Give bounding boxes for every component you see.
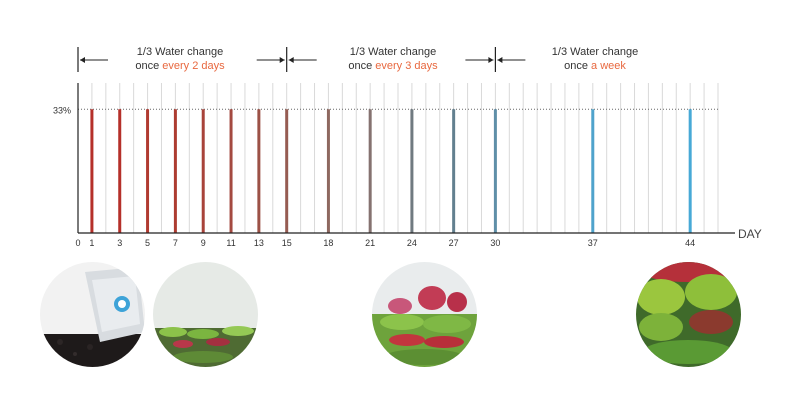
x-axis-label: DAY xyxy=(738,227,762,241)
x-tick-label: 21 xyxy=(365,238,375,248)
phase-3-prefix: once xyxy=(564,60,592,72)
bar-day-7 xyxy=(173,109,177,233)
x-tick-label: 24 xyxy=(407,238,417,248)
x-tick-label: 37 xyxy=(588,238,598,248)
arrow-phase-2-start-head xyxy=(288,57,294,63)
x-tick-label: 13 xyxy=(254,238,264,248)
x-tick-label: 30 xyxy=(490,238,500,248)
bar-day-30 xyxy=(493,109,497,233)
growing-plants-photo xyxy=(372,262,477,367)
bar-day-13 xyxy=(257,109,261,233)
bar-day-18 xyxy=(326,109,330,233)
phase-2-title: 1/3 Water change xyxy=(349,46,437,58)
x-tick-label: 18 xyxy=(323,238,333,248)
phase-3-title: 1/3 Water change xyxy=(551,46,639,58)
x-tick-label: 27 xyxy=(449,238,459,248)
bar-day-24 xyxy=(410,109,414,233)
bar-day-1 xyxy=(90,109,94,233)
phase-1-prefix: once xyxy=(135,60,163,72)
x-tick-label: 15 xyxy=(282,238,292,248)
x-tick-label: 3 xyxy=(117,238,122,248)
x-tick-label: 9 xyxy=(201,238,206,248)
bar-day-37 xyxy=(591,109,595,233)
arrow-phase-1-start-head xyxy=(80,57,85,63)
bar-day-44 xyxy=(688,109,692,233)
phase-2-prefix: once xyxy=(348,60,376,72)
soil-bag-photo xyxy=(40,262,145,367)
phase-label-3: 1/3 Water change once a week xyxy=(535,45,655,73)
arrow-phase-2-end-head xyxy=(488,57,494,63)
x-tick-label: 1 xyxy=(89,238,94,248)
bar-day-5 xyxy=(146,109,150,233)
bar-day-11 xyxy=(229,109,233,233)
phase-label-1: 1/3 Water change once every 2 days xyxy=(120,45,240,73)
x-tick-label: 5 xyxy=(145,238,150,248)
x-tick-label: 0 xyxy=(75,238,80,248)
bar-day-3 xyxy=(118,109,122,233)
phase-3-frequency: a week xyxy=(591,60,626,72)
phase-1-frequency: every 2 days xyxy=(162,60,225,72)
phase-2-frequency: every 3 days xyxy=(375,60,438,72)
x-tick-label: 44 xyxy=(685,238,695,248)
bar-day-9 xyxy=(201,109,205,233)
x-tick-label: 7 xyxy=(173,238,178,248)
phase-label-2: 1/3 Water change once every 3 days xyxy=(333,45,453,73)
arrow-phase-1-end-head xyxy=(279,57,285,63)
arrow-phase-3-start-head xyxy=(497,57,503,63)
y-tick-label: 33% xyxy=(53,105,71,115)
x-tick-label: 11 xyxy=(226,238,235,248)
phase-1-title: 1/3 Water change xyxy=(136,46,224,58)
early-plants-photo xyxy=(153,262,258,367)
mature-plants-photo xyxy=(636,262,741,367)
bar-day-15 xyxy=(285,109,289,233)
bar-day-21 xyxy=(368,109,372,233)
bar-day-27 xyxy=(452,109,456,233)
